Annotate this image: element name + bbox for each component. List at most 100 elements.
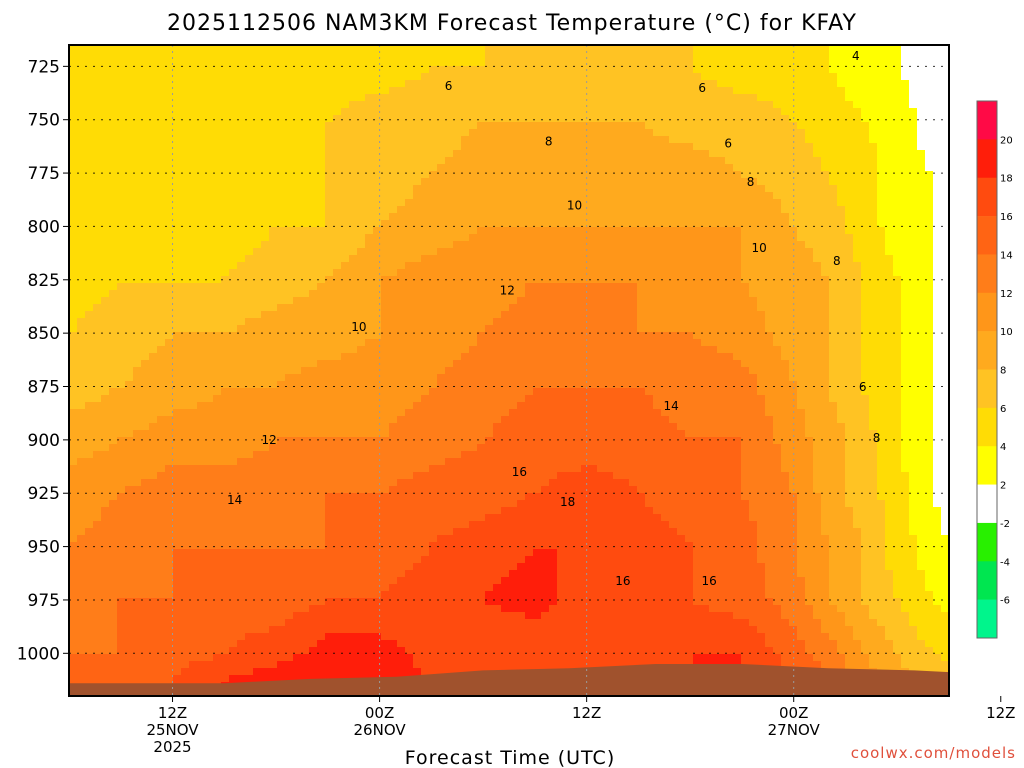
heatmap-cell — [69, 87, 78, 95]
heatmap-cell — [877, 122, 886, 130]
heatmap-cell — [101, 339, 110, 347]
heatmap-cell — [269, 157, 278, 165]
heatmap-cell — [917, 45, 926, 53]
heatmap-cell — [749, 262, 758, 270]
heatmap-cell — [741, 332, 750, 340]
heatmap-cell — [621, 269, 630, 277]
heatmap-cell — [845, 220, 854, 228]
heatmap-cell — [269, 227, 278, 235]
heatmap-cell — [573, 234, 582, 242]
heatmap-cell — [485, 332, 494, 340]
heatmap-cell — [533, 136, 542, 144]
heatmap-cell — [437, 94, 446, 102]
heatmap-cell — [421, 136, 430, 144]
heatmap-cell — [429, 129, 438, 137]
heatmap-cell — [637, 192, 646, 200]
heatmap-cell — [757, 220, 766, 228]
heatmap-cell — [525, 94, 534, 102]
heatmap-cell — [725, 122, 734, 130]
heatmap-cell — [661, 185, 670, 193]
heatmap-cell — [789, 164, 798, 172]
heatmap-cell — [877, 318, 886, 326]
heatmap-cell — [845, 206, 854, 214]
heatmap-cell — [781, 234, 790, 242]
heatmap-cell — [341, 311, 350, 319]
heatmap-cell — [757, 157, 766, 165]
heatmap-cell — [605, 241, 614, 249]
heatmap-cell — [389, 115, 398, 123]
heatmap-cell — [549, 80, 558, 88]
heatmap-cell — [333, 59, 342, 67]
heatmap-cell — [525, 129, 534, 137]
heatmap-cell — [893, 199, 902, 207]
heatmap-cell — [117, 171, 126, 179]
heatmap-cell — [693, 304, 702, 312]
heatmap-cell — [821, 94, 830, 102]
heatmap-cell — [93, 94, 102, 102]
heatmap-cell — [293, 276, 302, 284]
heatmap-cell — [773, 94, 782, 102]
heatmap-cell — [133, 248, 142, 256]
heatmap-cell — [133, 171, 142, 179]
heatmap-cell — [269, 101, 278, 109]
heatmap-cell — [453, 185, 462, 193]
heatmap-cell — [621, 94, 630, 102]
heatmap-cell — [509, 87, 518, 95]
heatmap-cell — [237, 339, 246, 347]
heatmap-cell — [605, 318, 614, 326]
heatmap-cell — [189, 150, 198, 158]
heatmap-cell — [317, 325, 326, 333]
heatmap-cell — [413, 311, 422, 319]
heatmap-cell — [221, 157, 230, 165]
heatmap-cell — [781, 339, 790, 347]
heatmap-cell — [165, 178, 174, 186]
heatmap-cell — [477, 318, 486, 326]
heatmap-cell — [269, 87, 278, 95]
heatmap-cell — [725, 332, 734, 340]
heatmap-cell — [349, 332, 358, 340]
heatmap-cell — [325, 290, 334, 298]
heatmap-cell — [765, 59, 774, 67]
heatmap-cell — [69, 262, 78, 270]
heatmap-cell — [373, 192, 382, 200]
heatmap-cell — [197, 52, 206, 60]
heatmap-cell — [293, 150, 302, 158]
heatmap-cell — [197, 360, 206, 368]
heatmap-cell — [325, 129, 334, 137]
heatmap-cell — [221, 87, 230, 95]
heatmap-cell — [461, 115, 470, 123]
heatmap-cell — [565, 262, 574, 270]
heatmap-cell — [125, 227, 134, 235]
heatmap-cell — [213, 297, 222, 305]
heatmap-cell — [877, 227, 886, 235]
heatmap-cell — [469, 115, 478, 123]
heatmap-cell — [837, 325, 846, 333]
heatmap-cell — [245, 143, 254, 151]
heatmap-cell — [309, 45, 318, 53]
heatmap-cell — [245, 108, 254, 116]
heatmap-cell — [285, 290, 294, 298]
heatmap-cell — [765, 283, 774, 291]
heatmap-cell — [317, 262, 326, 270]
heatmap-cell — [709, 325, 718, 333]
heatmap-cell — [805, 45, 814, 53]
heatmap-cell — [829, 262, 838, 270]
heatmap-cell — [941, 346, 949, 354]
heatmap-cell — [733, 311, 742, 319]
heatmap-cell — [621, 129, 630, 137]
heatmap-cell — [101, 213, 110, 221]
heatmap-cell — [685, 311, 694, 319]
heatmap-cell — [277, 339, 286, 347]
heatmap-cell — [229, 234, 238, 242]
heatmap-cell — [605, 136, 614, 144]
heatmap-cell — [837, 332, 846, 340]
heatmap-cell — [325, 178, 334, 186]
heatmap-cell — [861, 234, 870, 242]
heatmap-cell — [581, 192, 590, 200]
heatmap-cell — [437, 150, 446, 158]
heatmap-cell — [141, 80, 150, 88]
heatmap-cell — [533, 185, 542, 193]
heatmap-cell — [565, 213, 574, 221]
heatmap-cell — [93, 66, 102, 74]
heatmap-cell — [469, 318, 478, 326]
